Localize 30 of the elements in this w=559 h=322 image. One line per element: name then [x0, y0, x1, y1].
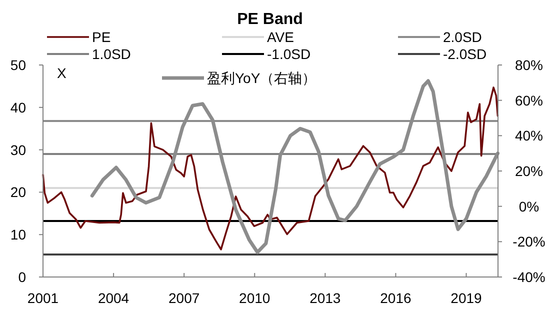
y2-tick-label: 60% [514, 92, 544, 108]
y2-tick-label: 0% [518, 198, 540, 214]
y2-tick-label: -20% [512, 234, 546, 250]
y-tick-label: 40 [10, 99, 26, 116]
x-tick-label: 2001 [27, 290, 59, 306]
y-tick-label: 30 [10, 142, 26, 158]
x-tick-label: 2007 [168, 290, 200, 306]
y2-tick-label: 40% [514, 128, 544, 144]
x-tick-label: 2013 [310, 290, 341, 306]
x-tick-label: 2019 [450, 290, 482, 306]
legend-label: 2.0SD [443, 29, 482, 45]
line-series [42, 86, 499, 250]
x-tick-label: 2004 [98, 290, 130, 306]
y2-tick-label: 80% [514, 57, 544, 73]
legend-label: -2.0SD [443, 46, 487, 62]
legend-label: -1.0SD [267, 46, 311, 62]
y-tick-label: 20 [10, 184, 26, 200]
legend-label: AVE [267, 29, 294, 45]
y-tick-label: 0 [18, 269, 26, 285]
y-axis-title: X [57, 65, 67, 81]
legend-label: 盈利YoY（右轴） [207, 70, 316, 86]
x-tick-label: 2010 [239, 290, 270, 306]
y2-tick-label: 20% [514, 163, 544, 179]
x-tick-label: 2016 [380, 290, 412, 306]
legend-label: 1.0SD [92, 46, 131, 62]
y-tick-label: 10 [10, 226, 26, 243]
y-tick-label: 50 [10, 57, 26, 73]
chart-title: PE Band [237, 11, 303, 28]
legend-label: PE [92, 29, 111, 45]
y2-tick-label: -40% [512, 269, 546, 285]
